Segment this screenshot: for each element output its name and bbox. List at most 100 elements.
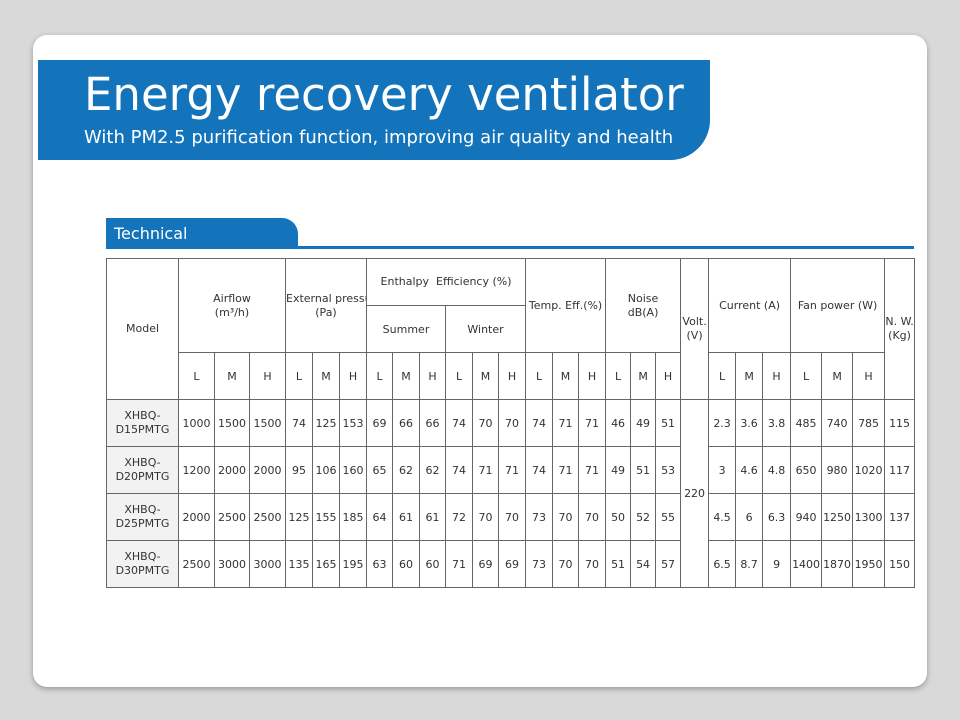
- value-cell: 51: [605, 540, 632, 588]
- header-unit: dB(A): [627, 305, 659, 319]
- sub-header: H: [655, 352, 682, 400]
- value-cell: 70: [498, 399, 527, 447]
- value-cell: 60: [392, 540, 421, 588]
- value-cell: 71: [552, 446, 580, 494]
- header-cell: Temp. Eff.(%): [525, 258, 607, 353]
- value-cell: 71: [578, 399, 607, 447]
- value-cell: 54: [630, 540, 657, 588]
- value-cell: 785: [852, 399, 886, 447]
- model-cell: XHBQ-D20PMTG: [106, 446, 179, 494]
- value-cell: 51: [655, 399, 682, 447]
- sub-header: L: [178, 352, 215, 400]
- header: Airflow: [213, 291, 251, 305]
- value-cell: 53: [655, 446, 682, 494]
- value-cell: 8.7: [735, 540, 764, 588]
- value-cell: 72: [445, 493, 474, 541]
- value-cell: 106: [312, 446, 340, 494]
- sub-header: H: [762, 352, 792, 400]
- sub-header: M: [552, 352, 580, 400]
- value-cell: 62: [392, 446, 421, 494]
- value-cell: 70: [472, 399, 500, 447]
- header: Winter: [467, 322, 504, 336]
- header: Volt.: [682, 315, 707, 328]
- value-cell: 980: [821, 446, 854, 494]
- spec-row: XHBQ-D15PMTG 1000 1500 1500 74 125 153 69 66 66 74…: [106, 399, 916, 588]
- header: Enthalpy Efficiency (%): [380, 275, 512, 288]
- value-cell: 71: [445, 540, 474, 588]
- value-cell: 3.6: [735, 399, 764, 447]
- sub-header: L: [605, 352, 632, 400]
- value-cell: 3000: [214, 540, 250, 588]
- value-cell: 1870: [821, 540, 854, 588]
- value-cell: 155: [312, 493, 340, 541]
- value-cell: 485: [790, 399, 823, 447]
- value-cell: 66: [419, 399, 447, 447]
- value-cell: 1500: [214, 399, 250, 447]
- sub-header: M: [630, 352, 657, 400]
- sub-header: M: [214, 352, 250, 400]
- value-cell: 2500: [178, 540, 215, 588]
- value-cell: 165: [312, 540, 340, 588]
- header-cell: Noise dB(A): [605, 258, 682, 353]
- value-cell: 153: [338, 399, 368, 447]
- section-rule: [106, 246, 914, 249]
- value-cell: 63: [366, 540, 394, 588]
- header-cell: Current (A): [708, 258, 792, 353]
- header: Temp. Eff.(%): [528, 298, 603, 312]
- value-cell: 74: [525, 399, 554, 447]
- value-cell: 64: [366, 493, 394, 541]
- value-cell: 70: [578, 540, 607, 588]
- value-cell: 2000: [214, 446, 250, 494]
- sub-header: H: [498, 352, 527, 400]
- value-cell: 70: [498, 493, 527, 541]
- value-cell: 69: [498, 540, 527, 588]
- value-cell: 940: [790, 493, 823, 541]
- title: Energy recovery ventilator: [84, 68, 684, 121]
- value-cell: 61: [419, 493, 447, 541]
- value-cell: 69: [472, 540, 500, 588]
- spec-table: Model Airflow(m³/h) External pressure(Pa…: [106, 258, 916, 588]
- value-cell: 70: [552, 493, 580, 541]
- value-cell: 70: [472, 493, 500, 541]
- header-cell: External pressure(Pa): [284, 258, 368, 353]
- value-cell: 46: [605, 399, 632, 447]
- value-cell: 1250: [821, 493, 854, 541]
- header: N. W.: [885, 315, 914, 328]
- value-cell: 1950: [852, 540, 886, 588]
- value-cell: 1200: [178, 446, 215, 494]
- value-cell: 62: [419, 446, 447, 494]
- value-cell: 65: [366, 446, 394, 494]
- value-cell: 125: [285, 493, 313, 541]
- value-cell: 125: [312, 399, 340, 447]
- sub-header: M: [472, 352, 500, 400]
- nw-cell: 137: [884, 493, 916, 541]
- value-cell: 4.6: [735, 446, 764, 494]
- value-cell: 1400: [790, 540, 823, 588]
- value-cell: 70: [578, 493, 607, 541]
- value-cell: 3.8: [762, 399, 792, 447]
- value-cell: 4.5: [708, 493, 737, 541]
- value-cell: 195: [338, 540, 368, 588]
- sub-header: L: [708, 352, 737, 400]
- header: Fan power (W): [797, 298, 878, 312]
- value-cell: 51: [630, 446, 657, 494]
- value-cell: 61: [392, 493, 421, 541]
- value-cell: 71: [498, 446, 527, 494]
- sub-header: L: [525, 352, 554, 400]
- value-cell: 6.5: [708, 540, 737, 588]
- value-cell: 74: [445, 446, 474, 494]
- header-cell: Summer: [366, 305, 447, 353]
- value-cell: 1500: [249, 399, 286, 447]
- sub-header: L: [366, 352, 394, 400]
- header-unit: (Kg): [888, 329, 911, 342]
- header-cell: Airflow (m³/h): [178, 258, 286, 353]
- header: Current (A): [719, 298, 781, 312]
- value-cell: 73: [525, 493, 554, 541]
- value-cell: 74: [445, 399, 474, 447]
- value-cell: 3: [708, 446, 737, 494]
- value-cell: 49: [605, 446, 632, 494]
- value-cell: 2500: [214, 493, 250, 541]
- spec-row: XHBQ-D20PMTG 1200 2000 2000 95 106 160 65 62 62 74…: [106, 446, 916, 494]
- model-cell: XHBQ-D25PMTG: [106, 493, 179, 541]
- value-cell: 74: [525, 446, 554, 494]
